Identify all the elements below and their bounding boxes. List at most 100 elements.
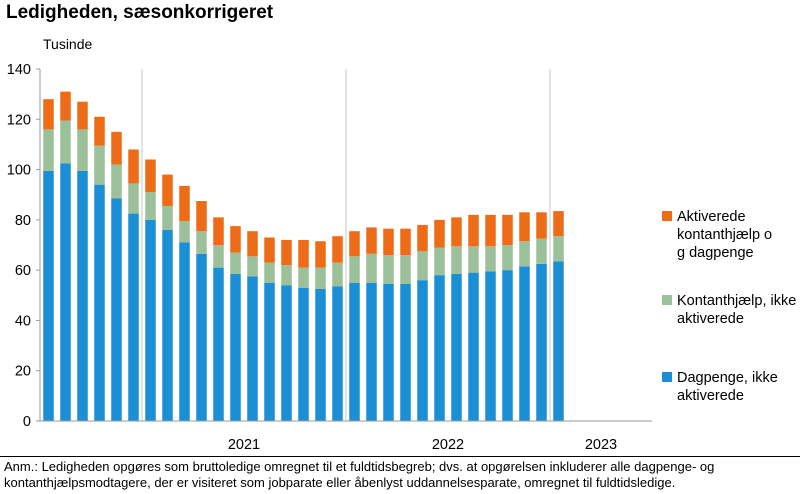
bar-segment: [349, 282, 360, 421]
bar-segment: [111, 164, 122, 199]
bar-segment: [145, 219, 156, 421]
bar-segment: [179, 185, 190, 222]
grid-layer: [141, 69, 551, 421]
bar-segment: [196, 201, 207, 232]
bar-segment: [366, 253, 377, 283]
bar-segment: [519, 266, 530, 421]
bar-segment: [281, 285, 292, 421]
bar-segment: [247, 256, 258, 277]
bar-segment: [145, 192, 156, 220]
bar-segment: [536, 238, 547, 264]
bar-segment: [128, 183, 139, 214]
y-tick-label: 20: [15, 364, 31, 380]
bar-segment: [400, 255, 411, 284]
bar-segment: [383, 255, 394, 284]
bar-segment: [111, 131, 122, 165]
legend-swatch: [662, 372, 672, 382]
x-year-label: 2021: [228, 437, 260, 453]
bar-segment: [162, 174, 173, 207]
bar-segment: [366, 282, 377, 421]
bar-segment: [111, 198, 122, 421]
bar-segment: [502, 245, 513, 271]
bar-segment: [315, 289, 326, 421]
y-tick-label: 60: [15, 263, 31, 279]
bar-segment: [315, 241, 326, 268]
x-year-label: 2022: [432, 437, 464, 453]
y-tick-label: 120: [7, 112, 31, 128]
bar-segment: [417, 280, 428, 421]
bar-segment: [94, 184, 105, 421]
footnote: Anm.: Ledigheden opgøres som bruttoledig…: [4, 459, 715, 490]
bar-segment: [60, 91, 71, 121]
bar-segment: [264, 282, 275, 421]
y-axis-unit-label: Tusinde: [43, 36, 93, 52]
stacked-bar-chart: 0 20 40 60 80 100 120 140 2021 2022 2023 Aktivered…: [7, 62, 797, 453]
bar-segment: [77, 129, 88, 171]
bar-segment: [162, 206, 173, 230]
x-year-label: 2023: [585, 437, 617, 453]
axis-layer: 0 20 40 60 80 100 120 140 2021 2022 2023: [7, 62, 652, 453]
bar-segment: [315, 267, 326, 289]
legend-label: Dagpenge, ikke aktiverede: [677, 370, 778, 404]
bar-segment: [536, 263, 547, 421]
bar-segment: [230, 252, 241, 274]
legend-swatch: [662, 211, 672, 221]
chart-title: Ledigheden, sæsonkorrigeret: [6, 2, 274, 23]
bar-segment: [179, 242, 190, 421]
bar-segment: [60, 120, 71, 164]
bar-segment: [485, 246, 496, 272]
bar-segment: [77, 101, 88, 130]
bar-segment: [230, 273, 241, 421]
bar-segment: [281, 239, 292, 266]
bar-segment: [451, 273, 462, 421]
bar-segment: [553, 211, 564, 237]
y-tick-label: 100: [7, 163, 31, 179]
y-tick-label: 0: [23, 414, 31, 430]
bar-segment: [485, 214, 496, 247]
bar-segment: [43, 170, 54, 421]
y-tick-label: 40: [15, 313, 31, 329]
bar-segment: [162, 229, 173, 421]
bar-segment: [43, 129, 54, 171]
bar-segment: [332, 236, 343, 263]
bar-segment: [400, 283, 411, 421]
bar-segment: [298, 267, 309, 288]
bar-segment: [349, 256, 360, 283]
bar-segment: [434, 247, 445, 276]
bar-segment: [281, 265, 292, 286]
bar-segment: [332, 262, 343, 287]
bar-segment: [332, 286, 343, 421]
bar-segment: [298, 239, 309, 268]
bar-segment: [230, 226, 241, 253]
bar-segment: [502, 214, 513, 245]
bar-segment: [553, 261, 564, 421]
bar-segment: [128, 213, 139, 421]
bar-segment: [247, 276, 258, 421]
bar-segment: [196, 231, 207, 254]
bar-segment: [536, 212, 547, 239]
bar-segment: [43, 99, 54, 130]
bar-segment: [247, 231, 258, 257]
bar-segment: [417, 224, 428, 252]
bars-layer: [43, 91, 564, 422]
bar-segment: [196, 253, 207, 421]
bar-segment: [519, 241, 530, 267]
bar-segment: [213, 267, 224, 421]
bar-segment: [145, 159, 156, 193]
bar-segment: [502, 270, 513, 421]
bar-segment: [417, 251, 428, 281]
bar-segment: [383, 283, 394, 421]
bar-segment: [383, 228, 394, 256]
bar-segment: [468, 272, 479, 421]
bar-segment: [451, 246, 462, 274]
y-tick-label: 80: [15, 213, 31, 229]
bar-segment: [179, 221, 190, 243]
bar-segment: [213, 217, 224, 245]
bar-segment: [366, 227, 377, 254]
bar-segment: [94, 116, 105, 146]
bar-segment: [60, 163, 71, 422]
legend-swatch: [662, 295, 672, 305]
bar-segment: [451, 217, 462, 247]
bar-segment: [553, 236, 564, 262]
